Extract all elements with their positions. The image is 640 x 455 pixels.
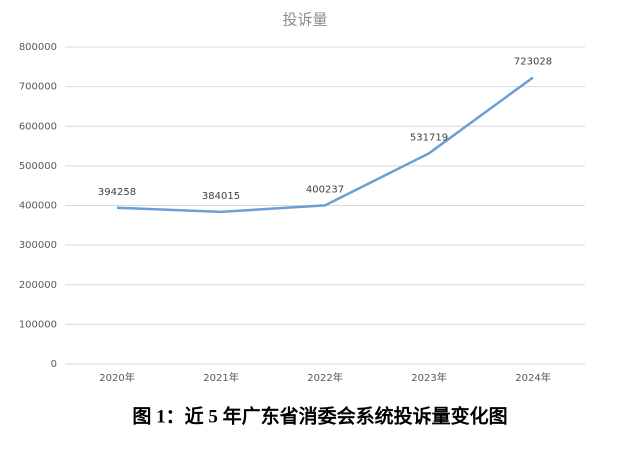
y-tick-label: 300000 xyxy=(19,240,57,251)
y-tick-label: 700000 xyxy=(19,82,57,93)
x-tick-label: 2023年 xyxy=(411,371,446,384)
y-tick-label: 100000 xyxy=(19,319,57,330)
y-tick-label: 0 xyxy=(51,359,57,370)
y-tick-label: 500000 xyxy=(19,161,57,172)
line xyxy=(116,76,534,214)
y-tick-label: 600000 xyxy=(19,121,57,132)
data-label: 400237 xyxy=(306,184,344,195)
data-label: 384015 xyxy=(202,191,240,202)
y-tick-label: 400000 xyxy=(19,201,57,212)
data-label: 394258 xyxy=(98,187,136,198)
figure-caption: 图 1：近 5 年广东省消委会系统投诉量变化图 xyxy=(132,404,507,427)
x-tick-label: 2021年 xyxy=(203,371,238,384)
x-tick-label: 2020年 xyxy=(99,371,134,384)
data-label: 531719 xyxy=(410,132,448,143)
chart-title: 投诉量 xyxy=(282,11,327,29)
x-tick-label: 2024年 xyxy=(515,371,550,384)
data-label: 723028 xyxy=(514,57,552,68)
y-tick-label: 800000 xyxy=(19,42,57,53)
y-tick-label: 200000 xyxy=(19,280,57,291)
x-tick-label: 2022年 xyxy=(307,371,342,384)
